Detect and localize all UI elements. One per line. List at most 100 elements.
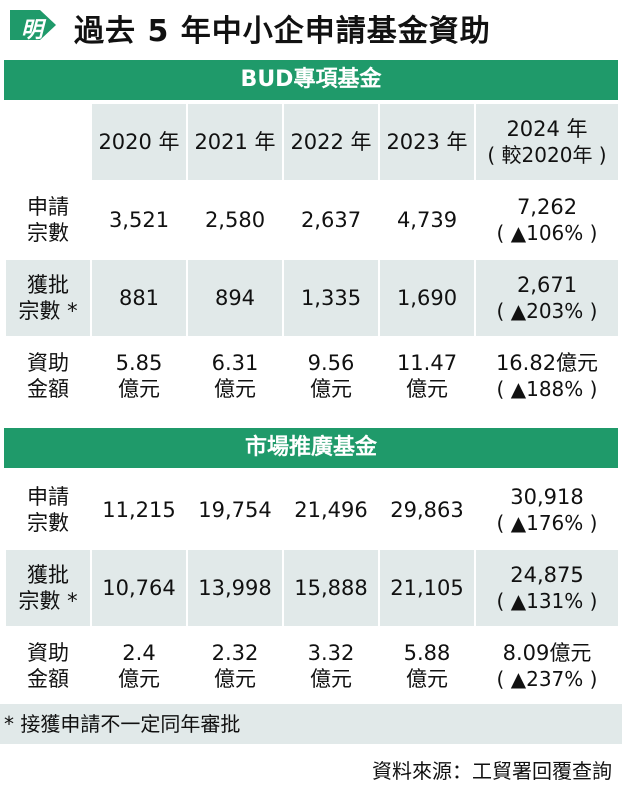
amount: 11.47	[396, 350, 458, 375]
row-label: 申請 宗數	[4, 470, 92, 550]
cell: 3,521	[90, 180, 188, 260]
unit: 億元	[118, 377, 160, 401]
cell-2024: 16.82億元 ( ▲188% )	[474, 336, 620, 416]
corner-cell	[4, 102, 92, 182]
row-label-line1: 獲批	[27, 272, 69, 297]
table-row: 資助 金額 5.85 億元 6.31 億元 9.56 億元 11.47 億元 1…	[4, 336, 620, 416]
row-label-line1: 資助	[27, 640, 69, 665]
amount: 3.32	[307, 640, 355, 665]
year-header-row: 2020 年 2021 年 2022 年 2023 年 2024 年 ( 較20…	[4, 102, 620, 182]
cell-2024: 7,262 ( ▲106% )	[474, 180, 620, 260]
unit: 億元	[406, 377, 448, 401]
cell-2024: 2,671 ( ▲203% )	[474, 258, 620, 338]
amount: 2.32	[211, 640, 259, 665]
cell: 2.32 億元	[186, 626, 284, 706]
table-row: 申請 宗數 3,521 2,580 2,637 4,739 7,262 ( ▲1…	[4, 180, 620, 260]
table-row: 資助 金額 2.4 億元 2.32 億元 3.32 億元 5.88 億元 8.0…	[4, 626, 620, 706]
unit: 億元	[118, 667, 160, 691]
cell: 4,739	[378, 180, 476, 260]
year-2022: 2022 年	[282, 102, 380, 182]
value-2024: 24,875	[510, 563, 584, 588]
row-label: 資助 金額	[4, 336, 92, 416]
row-label-line1: 資助	[27, 350, 69, 375]
cell: 1,335	[282, 258, 380, 338]
cell-2024: 24,875 ( ▲131% )	[474, 548, 620, 628]
value-2024: 7,262	[516, 195, 578, 220]
year-2023: 2023 年	[378, 102, 476, 182]
cell: 11,215	[90, 470, 188, 550]
year-2024-label: 2024 年	[506, 117, 588, 142]
cell: 3.32 億元	[282, 626, 380, 706]
source-note: 資料來源：工貿署回覆查詢	[372, 759, 612, 783]
unit: 億元	[214, 667, 256, 691]
cell: 21,496	[282, 470, 380, 550]
table-row: 獲批 宗數 * 881 894 1,335 1,690 2,671 ( ▲203…	[4, 258, 620, 338]
unit: 億元	[310, 667, 352, 691]
unit: 億元	[214, 377, 256, 401]
cell: 2.4 億元	[90, 626, 188, 706]
cell: 2,580	[186, 180, 284, 260]
cell: 9.56 億元	[282, 336, 380, 416]
amount: 6.31	[211, 350, 259, 375]
row-label-line2: 宗數	[27, 511, 69, 535]
row-label: 申請 宗數	[4, 180, 92, 260]
change-pct: ( ▲106% )	[496, 220, 598, 245]
value-2024: 30,918	[510, 485, 584, 510]
cell: 2,637	[282, 180, 380, 260]
section-header-market: 市場推廣基金	[4, 428, 618, 468]
row-label-line1: 申請	[27, 484, 69, 509]
footnote: * 接獲申請不一定同年審批	[0, 704, 622, 744]
row-label-line2: 金額	[27, 667, 69, 691]
cell: 1,690	[378, 258, 476, 338]
cell: 5.85 億元	[90, 336, 188, 416]
row-label-line2: 宗數	[27, 221, 69, 245]
unit: 億元	[406, 667, 448, 691]
table-row: 獲批 宗數 * 10,764 13,998 15,888 21,105 24,8…	[4, 548, 620, 628]
cell: 29,863	[378, 470, 476, 550]
amount: 5.88	[403, 640, 451, 665]
value-2024: 16.82億元	[495, 351, 599, 376]
amount: 5.85	[115, 350, 163, 375]
table-row: 申請 宗數 11,215 19,754 21,496 29,863 30,918…	[4, 470, 620, 550]
ming-pao-logo: 明	[6, 6, 58, 44]
year-2021: 2021 年	[186, 102, 284, 182]
cell: 5.88 億元	[378, 626, 476, 706]
change-pct: ( ▲203% )	[496, 298, 598, 323]
header: 明 過去 5 年中小企申請基金資助	[0, 0, 622, 52]
row-label-line2: 金額	[27, 377, 69, 401]
year-2024: 2024 年 ( 較2020年 )	[474, 102, 620, 182]
logo-char: 明	[20, 18, 43, 43]
row-label-line2: 宗數 *	[18, 299, 78, 323]
amount: 2.4	[122, 640, 156, 665]
market-table: 申請 宗數 11,215 19,754 21,496 29,863 30,918…	[4, 470, 620, 706]
cell: 13,998	[186, 548, 284, 628]
row-label: 資助 金額	[4, 626, 92, 706]
change-pct: ( ▲188% )	[496, 376, 598, 401]
value-2024: 8.09億元	[502, 641, 592, 666]
cell: 6.31 億元	[186, 336, 284, 416]
amount: 9.56	[307, 350, 355, 375]
cell: 10,764	[90, 548, 188, 628]
cell: 11.47 億元	[378, 336, 476, 416]
cell-2024: 8.09億元 ( ▲237% )	[474, 626, 620, 706]
unit: 億元	[310, 377, 352, 401]
row-label-line1: 獲批	[27, 562, 69, 587]
row-label-line1: 申請	[27, 194, 69, 219]
cell: 19,754	[186, 470, 284, 550]
cell: 15,888	[282, 548, 380, 628]
change-pct: ( ▲237% )	[496, 666, 598, 691]
change-pct: ( ▲131% )	[496, 588, 598, 613]
row-label: 獲批 宗數 *	[4, 258, 92, 338]
row-label-line2: 宗數 *	[18, 589, 78, 613]
bud-table: 2020 年 2021 年 2022 年 2023 年 2024 年 ( 較20…	[4, 102, 620, 416]
year-2020: 2020 年	[90, 102, 188, 182]
value-2024: 2,671	[516, 273, 578, 298]
change-pct: ( ▲176% )	[496, 510, 598, 535]
year-2024-compare: ( 較2020年 )	[487, 142, 607, 167]
row-label: 獲批 宗數 *	[4, 548, 92, 628]
cell: 894	[186, 258, 284, 338]
cell-2024: 30,918 ( ▲176% )	[474, 470, 620, 550]
cell: 21,105	[378, 548, 476, 628]
page-title: 過去 5 年中小企申請基金資助	[74, 14, 491, 49]
